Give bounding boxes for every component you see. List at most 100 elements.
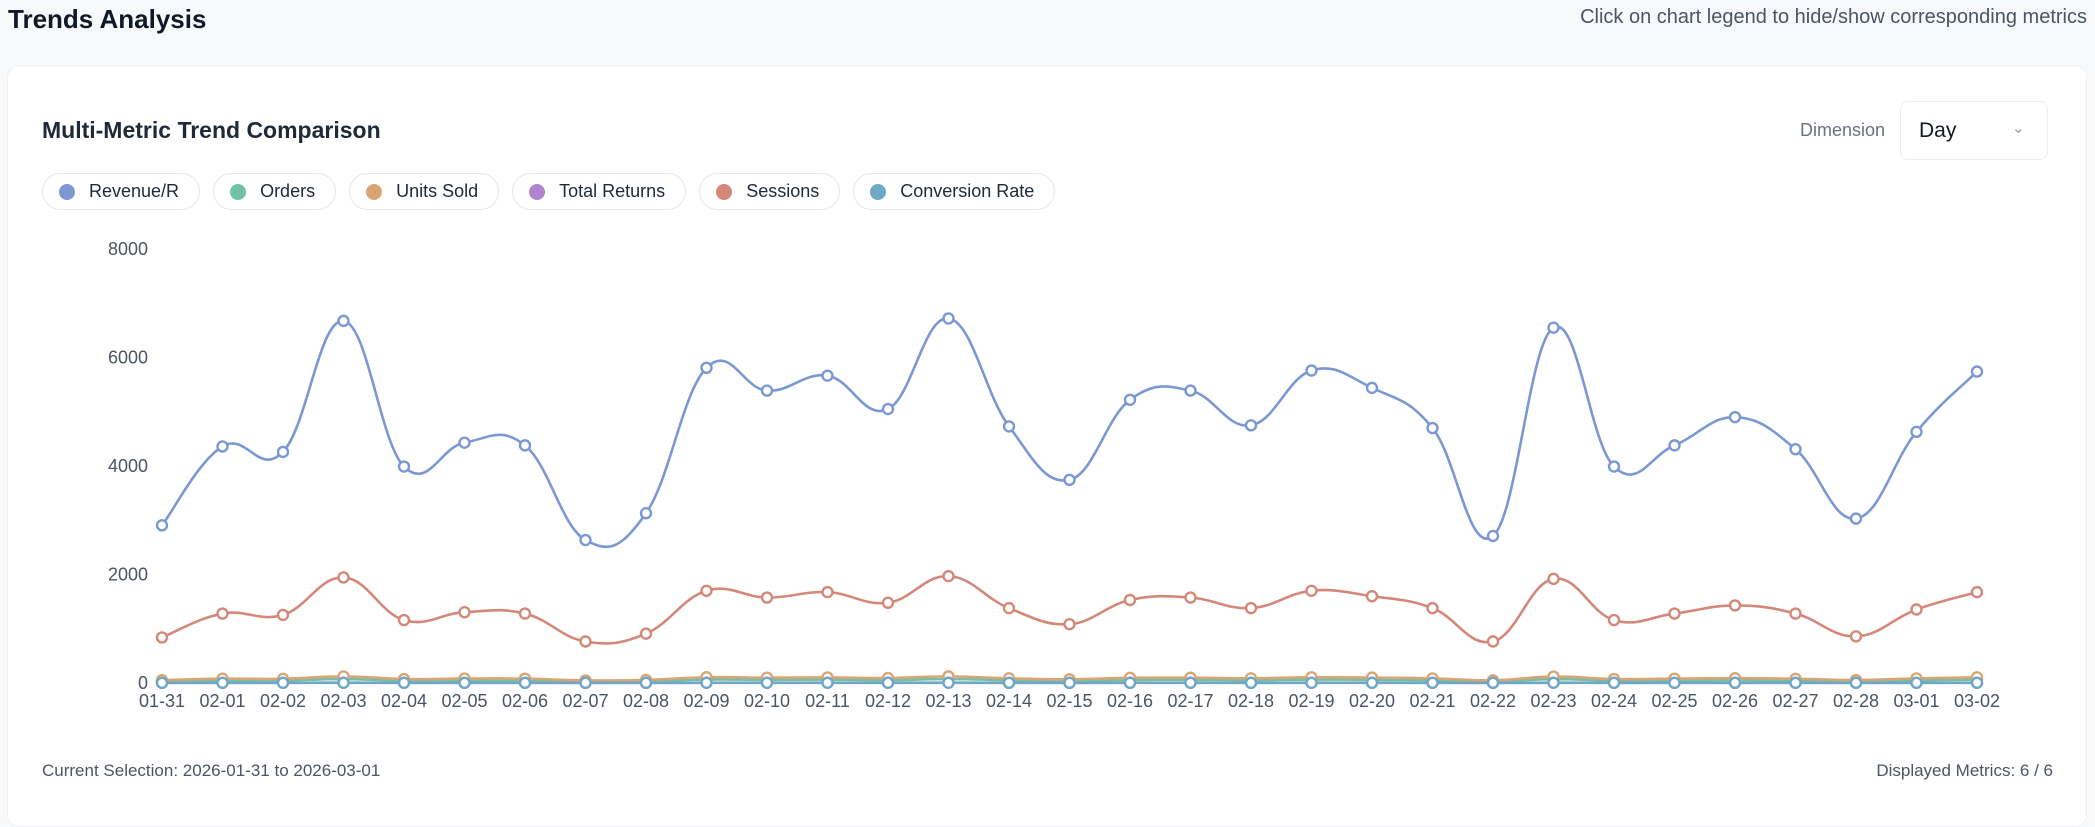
data-point-sessions	[1488, 636, 1498, 646]
displayed-metrics: Displayed Metrics: 6 / 6	[1876, 761, 2053, 781]
data-point-revenue-r	[339, 316, 349, 326]
data-point-conversion-rate	[218, 678, 228, 688]
x-tick-label: 02-27	[1772, 691, 1818, 711]
y-tick-label: 8000	[108, 239, 148, 259]
data-point-conversion-rate	[460, 678, 470, 688]
data-point-sessions	[1972, 587, 1982, 597]
data-point-sessions	[702, 586, 712, 596]
data-point-revenue-r	[218, 441, 228, 451]
data-point-conversion-rate	[1246, 678, 1256, 688]
data-point-conversion-rate	[1004, 678, 1014, 688]
x-tick-label: 02-01	[199, 691, 245, 711]
data-point-revenue-r	[883, 404, 893, 414]
data-point-conversion-rate	[1186, 678, 1196, 688]
data-point-sessions	[1670, 609, 1680, 619]
data-point-sessions	[1004, 603, 1014, 613]
data-point-sessions	[823, 587, 833, 597]
x-tick-label: 02-23	[1530, 691, 1576, 711]
data-point-conversion-rate	[823, 678, 833, 688]
data-point-conversion-rate	[1307, 678, 1317, 688]
data-point-conversion-rate	[1125, 678, 1135, 688]
data-point-conversion-rate	[157, 678, 167, 688]
x-tick-label: 02-18	[1228, 691, 1274, 711]
x-tick-label: 02-28	[1833, 691, 1879, 711]
data-point-revenue-r	[581, 535, 591, 545]
data-point-revenue-r	[1670, 440, 1680, 450]
data-point-revenue-r	[460, 438, 470, 448]
x-tick-label: 02-25	[1651, 691, 1697, 711]
data-point-conversion-rate	[1609, 678, 1619, 688]
data-point-revenue-r	[1065, 475, 1075, 485]
data-point-conversion-rate	[641, 678, 651, 688]
data-point-sessions	[218, 609, 228, 619]
data-point-sessions	[883, 598, 893, 608]
data-point-sessions	[641, 629, 651, 639]
data-point-sessions	[278, 610, 288, 620]
data-point-sessions	[1246, 603, 1256, 613]
data-point-sessions	[1428, 603, 1438, 613]
data-point-sessions	[1609, 615, 1619, 625]
data-point-revenue-r	[641, 508, 651, 518]
current-selection: Current Selection: 2026-01-31 to 2026-03…	[42, 761, 380, 781]
data-point-conversion-rate	[762, 678, 772, 688]
data-point-revenue-r	[1609, 462, 1619, 472]
data-point-revenue-r	[1730, 412, 1740, 422]
data-point-sessions	[1307, 586, 1317, 596]
data-point-sessions	[1065, 619, 1075, 629]
data-point-sessions	[157, 632, 167, 642]
x-tick-label: 02-20	[1349, 691, 1395, 711]
data-point-sessions	[1186, 593, 1196, 603]
data-point-sessions	[1549, 574, 1559, 584]
data-point-sessions	[1125, 595, 1135, 605]
x-tick-label: 02-12	[865, 691, 911, 711]
data-point-revenue-r	[1851, 514, 1861, 524]
data-point-revenue-r	[702, 363, 712, 373]
x-tick-label: 02-19	[1288, 691, 1334, 711]
data-point-conversion-rate	[1367, 678, 1377, 688]
data-point-conversion-rate	[1488, 678, 1498, 688]
data-point-sessions	[460, 607, 470, 617]
x-tick-label: 01-31	[139, 691, 185, 711]
data-point-conversion-rate	[1065, 678, 1075, 688]
data-point-conversion-rate	[883, 678, 893, 688]
x-tick-label: 02-14	[986, 691, 1032, 711]
data-point-conversion-rate	[339, 678, 349, 688]
data-point-revenue-r	[1004, 421, 1014, 431]
x-tick-label: 02-05	[441, 691, 487, 711]
data-point-revenue-r	[1972, 367, 1982, 377]
x-tick-label: 02-15	[1046, 691, 1092, 711]
data-point-revenue-r	[762, 386, 772, 396]
data-point-conversion-rate	[1851, 678, 1861, 688]
series-line-sessions	[162, 576, 1977, 643]
data-point-revenue-r	[1367, 383, 1377, 393]
data-point-sessions	[1367, 591, 1377, 601]
data-point-conversion-rate	[399, 678, 409, 688]
data-point-conversion-rate	[1428, 678, 1438, 688]
data-point-revenue-r	[1488, 531, 1498, 541]
x-tick-label: 02-03	[320, 691, 366, 711]
data-point-revenue-r	[1912, 427, 1922, 437]
data-point-conversion-rate	[520, 678, 530, 688]
y-tick-label: 4000	[108, 456, 148, 476]
data-point-conversion-rate	[1730, 678, 1740, 688]
x-tick-label: 02-26	[1712, 691, 1758, 711]
data-point-sessions	[1851, 631, 1861, 641]
x-tick-label: 02-17	[1167, 691, 1213, 711]
x-tick-label: 02-22	[1470, 691, 1516, 711]
x-tick-label: 02-06	[502, 691, 548, 711]
data-point-revenue-r	[157, 520, 167, 530]
data-point-revenue-r	[1246, 420, 1256, 430]
x-tick-label: 02-04	[381, 691, 427, 711]
data-point-sessions	[1730, 600, 1740, 610]
data-point-conversion-rate	[944, 678, 954, 688]
y-tick-label: 2000	[108, 565, 148, 585]
data-point-revenue-r	[1186, 386, 1196, 396]
data-point-revenue-r	[1428, 423, 1438, 433]
data-point-revenue-r	[1549, 323, 1559, 333]
x-tick-label: 02-09	[683, 691, 729, 711]
y-tick-label: 6000	[108, 348, 148, 368]
x-tick-label: 03-01	[1893, 691, 1939, 711]
data-point-sessions	[520, 609, 530, 619]
data-point-revenue-r	[278, 447, 288, 457]
